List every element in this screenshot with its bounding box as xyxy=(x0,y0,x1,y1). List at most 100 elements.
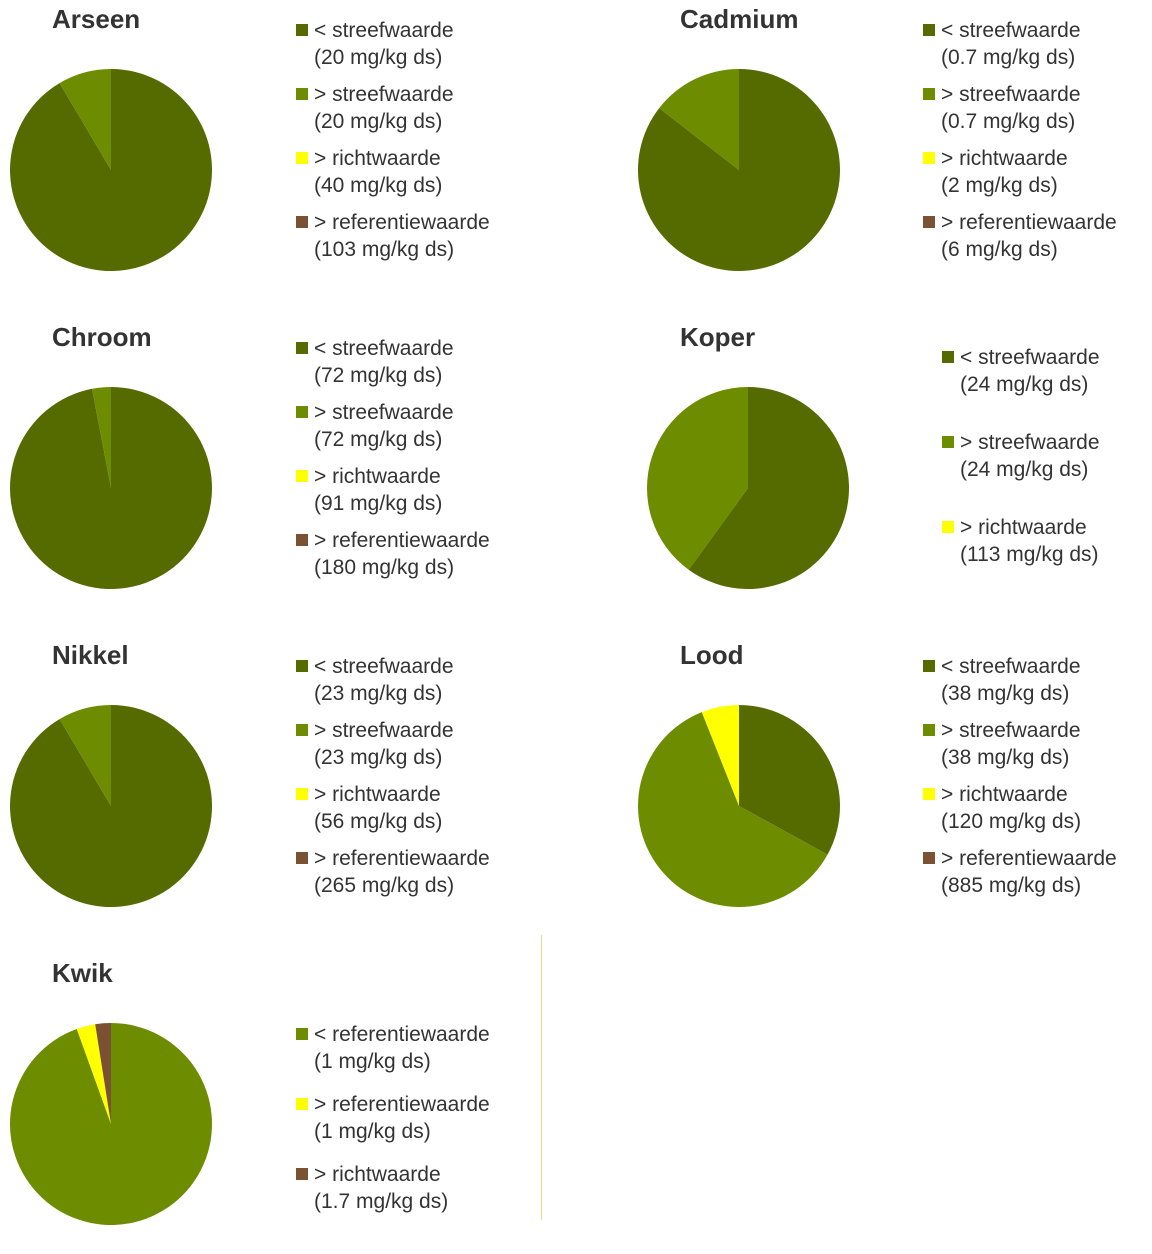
legend-threshold: (23 mg/kg ds) xyxy=(314,682,443,705)
pie-slice-richtwaarde xyxy=(95,1023,111,1124)
legend-label: > streefwaarde xyxy=(960,431,1100,454)
legend-threshold: (0.7 mg/kg ds) xyxy=(941,110,1076,133)
legend-threshold: (2 mg/kg ds) xyxy=(941,174,1058,197)
legend-threshold: (1.7 mg/kg ds) xyxy=(314,1190,449,1213)
pie-chart-kwik: Kwik < referentiewaarde (1 mg/kg ds) > refe… xyxy=(0,954,560,1254)
pie-slice-streefwaarde xyxy=(659,69,739,170)
legend-threshold: (103 mg/kg ds) xyxy=(314,238,455,261)
legend-swatch xyxy=(296,1098,308,1110)
legend-label: < streefwaarde xyxy=(314,655,454,678)
legend-label: > referentiewaarde xyxy=(314,529,490,552)
legend-swatch xyxy=(296,342,308,354)
pie-plot xyxy=(638,705,841,907)
pie-slice-streefwaarde xyxy=(646,387,748,570)
pie-plot xyxy=(10,705,213,907)
legend-label: > richtwaarde xyxy=(960,516,1087,539)
legend-label: > referentiewaarde xyxy=(314,847,490,870)
pie-chart-chroom: Chroom < streefwaarde (72 mg/kg ds) > stree… xyxy=(0,318,560,618)
legend-threshold: (24 mg/kg ds) xyxy=(960,458,1089,481)
pie-slice-streefwaarde xyxy=(637,69,840,271)
pie-plot xyxy=(637,69,840,271)
legend-threshold: (20 mg/kg ds) xyxy=(314,46,443,69)
legend-threshold: (265 mg/kg ds) xyxy=(314,874,455,897)
legend-threshold: (24 mg/kg ds) xyxy=(960,373,1089,396)
legend-threshold: (20 mg/kg ds) xyxy=(314,110,443,133)
legend-swatch xyxy=(296,216,308,228)
legend-label: > referentiewaarde xyxy=(941,211,1117,234)
vertical-divider xyxy=(541,935,542,1220)
pie-slice-streefwaarde xyxy=(10,69,213,272)
legend-swatch xyxy=(923,724,935,736)
pie-slice-streefwaarde xyxy=(10,705,213,907)
legend-swatch xyxy=(942,436,954,448)
legend-label: > referentiewaarde xyxy=(941,847,1117,870)
legend-swatch xyxy=(942,521,954,533)
legend-swatch xyxy=(923,88,935,100)
pie-slice-streefwaarde xyxy=(92,387,111,488)
legend-threshold: (40 mg/kg ds) xyxy=(314,174,443,197)
legend-swatch xyxy=(923,24,935,36)
legend-threshold: (113 mg/kg ds) xyxy=(960,543,1099,566)
chart-title: Kwik xyxy=(52,958,113,988)
legend-swatch xyxy=(296,1028,308,1040)
pie-slice-referentiewaarde xyxy=(76,1024,111,1124)
legend-swatch xyxy=(296,470,308,482)
legend-label: > richtwaarde xyxy=(941,147,1068,170)
legend-label: > referentiewaarde xyxy=(314,1093,490,1116)
legend-swatch xyxy=(923,852,935,864)
legend-swatch xyxy=(296,152,308,164)
chart-title: Lood xyxy=(680,640,744,670)
pie-slice-streefwaarde xyxy=(739,705,841,855)
pie-plot xyxy=(10,69,213,272)
legend-label: < streefwaarde xyxy=(314,337,454,360)
chart-title: Chroom xyxy=(52,322,152,352)
chart-title: Nikkel xyxy=(52,640,129,670)
pie-chart-nikkel: Nikkel < streefwaarde (23 mg/kg ds) > stree… xyxy=(0,636,560,936)
pie-plot xyxy=(10,387,213,589)
legend-swatch xyxy=(296,852,308,864)
pie-chart-arseen: Arseen < streefwaarde (20 mg/kg ds) > stree… xyxy=(0,0,560,300)
legend-label: > streefwaarde xyxy=(314,401,454,424)
legend-threshold: (38 mg/kg ds) xyxy=(941,746,1070,769)
legend-threshold: (38 mg/kg ds) xyxy=(941,682,1070,705)
pie-chart-koper: Koper < streefwaarde (24 mg/kg ds) > streef… xyxy=(585,318,1145,618)
legend-threshold: (180 mg/kg ds) xyxy=(314,556,455,579)
legend-threshold: (23 mg/kg ds) xyxy=(314,746,443,769)
legend-swatch xyxy=(923,660,935,672)
legend-swatch xyxy=(296,1168,308,1180)
pie-slice-richtwaarde xyxy=(701,705,739,806)
legend-swatch xyxy=(923,152,935,164)
legend-label: < referentiewaarde xyxy=(314,1023,490,1046)
legend-label: > streefwaarde xyxy=(314,719,454,742)
legend-swatch xyxy=(296,788,308,800)
pie-slice-streefwaarde xyxy=(59,69,111,170)
legend-label: > richtwaarde xyxy=(314,147,441,170)
legend-label: > richtwaarde xyxy=(314,465,441,488)
legend-label: > richtwaarde xyxy=(314,783,441,806)
legend-label: > referentiewaarde xyxy=(314,211,490,234)
legend-label: > streefwaarde xyxy=(314,83,454,106)
legend-swatch xyxy=(296,724,308,736)
pie-slice-streefwaarde xyxy=(10,387,213,589)
chart-title: Koper xyxy=(680,322,756,352)
pie-chart-cadmium: Cadmium < streefwaarde (0.7 mg/kg ds) > str… xyxy=(585,0,1145,300)
legend-label: > richtwaarde xyxy=(314,1163,441,1186)
legend-threshold: (1 mg/kg ds) xyxy=(314,1050,431,1073)
pie-slice-referentiewaarde xyxy=(9,1023,212,1225)
legend-label: > streefwaarde xyxy=(941,83,1081,106)
pie-plot xyxy=(9,1023,212,1225)
legend-swatch xyxy=(296,406,308,418)
legend-threshold: (885 mg/kg ds) xyxy=(941,874,1082,897)
legend-label: > streefwaarde xyxy=(941,719,1081,742)
legend-label: > richtwaarde xyxy=(941,783,1068,806)
legend-threshold: (91 mg/kg ds) xyxy=(314,492,443,515)
pie-plot xyxy=(646,387,849,589)
legend-threshold: (120 mg/kg ds) xyxy=(941,810,1082,833)
pie-chart-lood: Lood < streefwaarde (38 mg/kg ds) > streefw… xyxy=(585,636,1145,936)
pie-slice-streefwaarde xyxy=(59,705,111,806)
legend-threshold: (6 mg/kg ds) xyxy=(941,238,1058,261)
legend-label: < streefwaarde xyxy=(941,655,1081,678)
legend-swatch xyxy=(296,24,308,36)
legend-threshold: (72 mg/kg ds) xyxy=(314,428,443,451)
legend-threshold: (0.7 mg/kg ds) xyxy=(941,46,1076,69)
